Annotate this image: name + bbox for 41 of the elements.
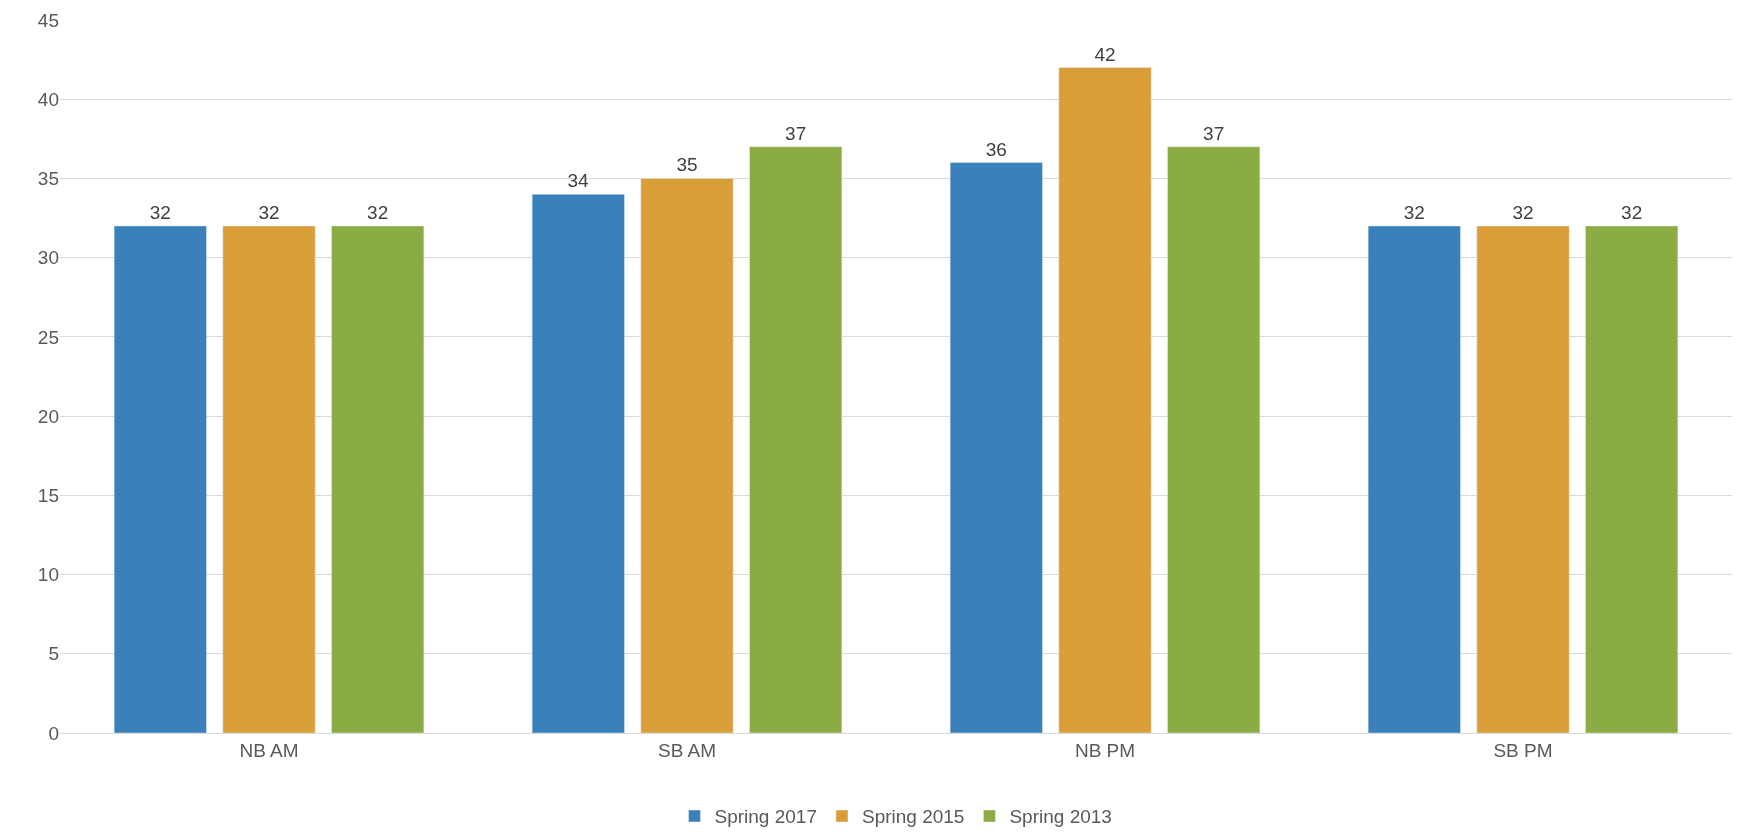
data-label: 32 [1512,201,1534,223]
data-label: 32 [367,201,389,223]
y-tick-label: 0 [48,722,59,744]
y-tick-label: 45 [37,9,59,31]
data-label: 32 [1403,201,1425,223]
bar [1167,146,1261,733]
x-tick-label: SB AM [657,739,717,761]
bar [531,194,625,733]
legend-label: Spring 2013 [1009,806,1112,828]
data-label: 37 [1203,122,1225,144]
data-label: 32 [258,201,280,223]
data-label: 32 [1621,201,1643,223]
y-tick-label: 10 [37,564,59,586]
data-label: 35 [676,154,698,176]
bar [1058,67,1152,733]
y-tick-label: 20 [37,405,59,427]
legend-label: Spring 2017 [714,806,817,828]
x-tick-label: SB PM [1493,739,1553,761]
y-tick-label: 25 [37,326,59,348]
data-label: 32 [149,201,171,223]
bar [749,146,843,733]
data-label: 36 [985,138,1007,160]
bar [1585,225,1679,733]
bar [113,225,207,733]
bar [1367,225,1461,733]
y-tick-label: 30 [37,247,59,269]
bar [640,178,734,733]
bar [949,162,1043,733]
y-tick-label: 15 [37,484,59,506]
bar [222,225,316,733]
data-label: 34 [567,170,590,192]
bar [331,225,425,733]
legend-label: Spring 2015 [861,806,965,828]
y-tick-label: 40 [37,88,59,110]
x-tick-label: NB AM [239,739,299,761]
data-label: 42 [1094,43,1116,65]
x-tick-label: NB PM [1074,739,1136,761]
y-tick-label: 35 [37,168,59,190]
y-tick-label: 5 [48,643,59,665]
bar [1476,225,1570,733]
data-label: 37 [785,122,807,144]
